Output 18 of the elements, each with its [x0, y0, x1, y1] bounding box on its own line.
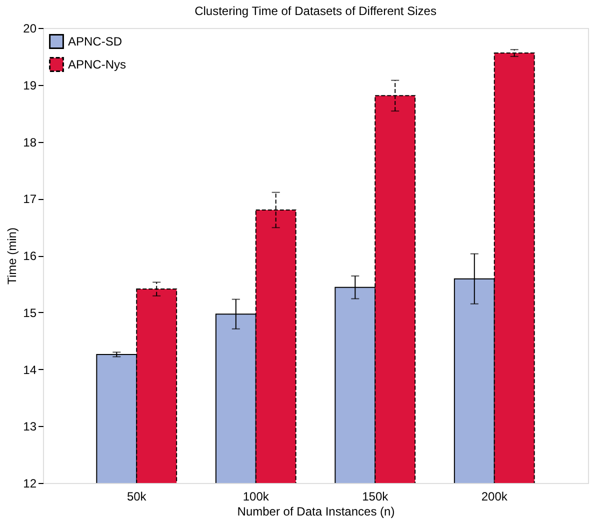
y-tick-label: 17	[23, 192, 37, 206]
y-axis-title: Time (min)	[5, 228, 20, 284]
legend-label: APNC-Nys	[68, 58, 126, 72]
y-tick-label: 12	[23, 476, 37, 490]
y-tick-label: 20	[23, 22, 37, 36]
y-tick-label: 15	[23, 306, 37, 320]
legend-label: APNC-SD	[68, 34, 122, 48]
x-axis-title: Number of Data Instances (n)	[237, 504, 395, 518]
x-tick-label: 200k	[481, 490, 508, 504]
y-tick-label: 14	[23, 362, 37, 377]
y-tick-label: 18	[23, 135, 37, 150]
x-tick-label: 150k	[362, 490, 390, 504]
x-tick-label: 100k	[242, 490, 270, 504]
y-tick-label: 19	[23, 78, 37, 92]
chart-title: Clustering Time of Datasets of Different Sizes	[194, 4, 436, 18]
x-tick-label: 50k	[126, 490, 148, 504]
y-tick-label: 13	[23, 420, 37, 434]
y-tick-label: 16	[23, 249, 37, 263]
